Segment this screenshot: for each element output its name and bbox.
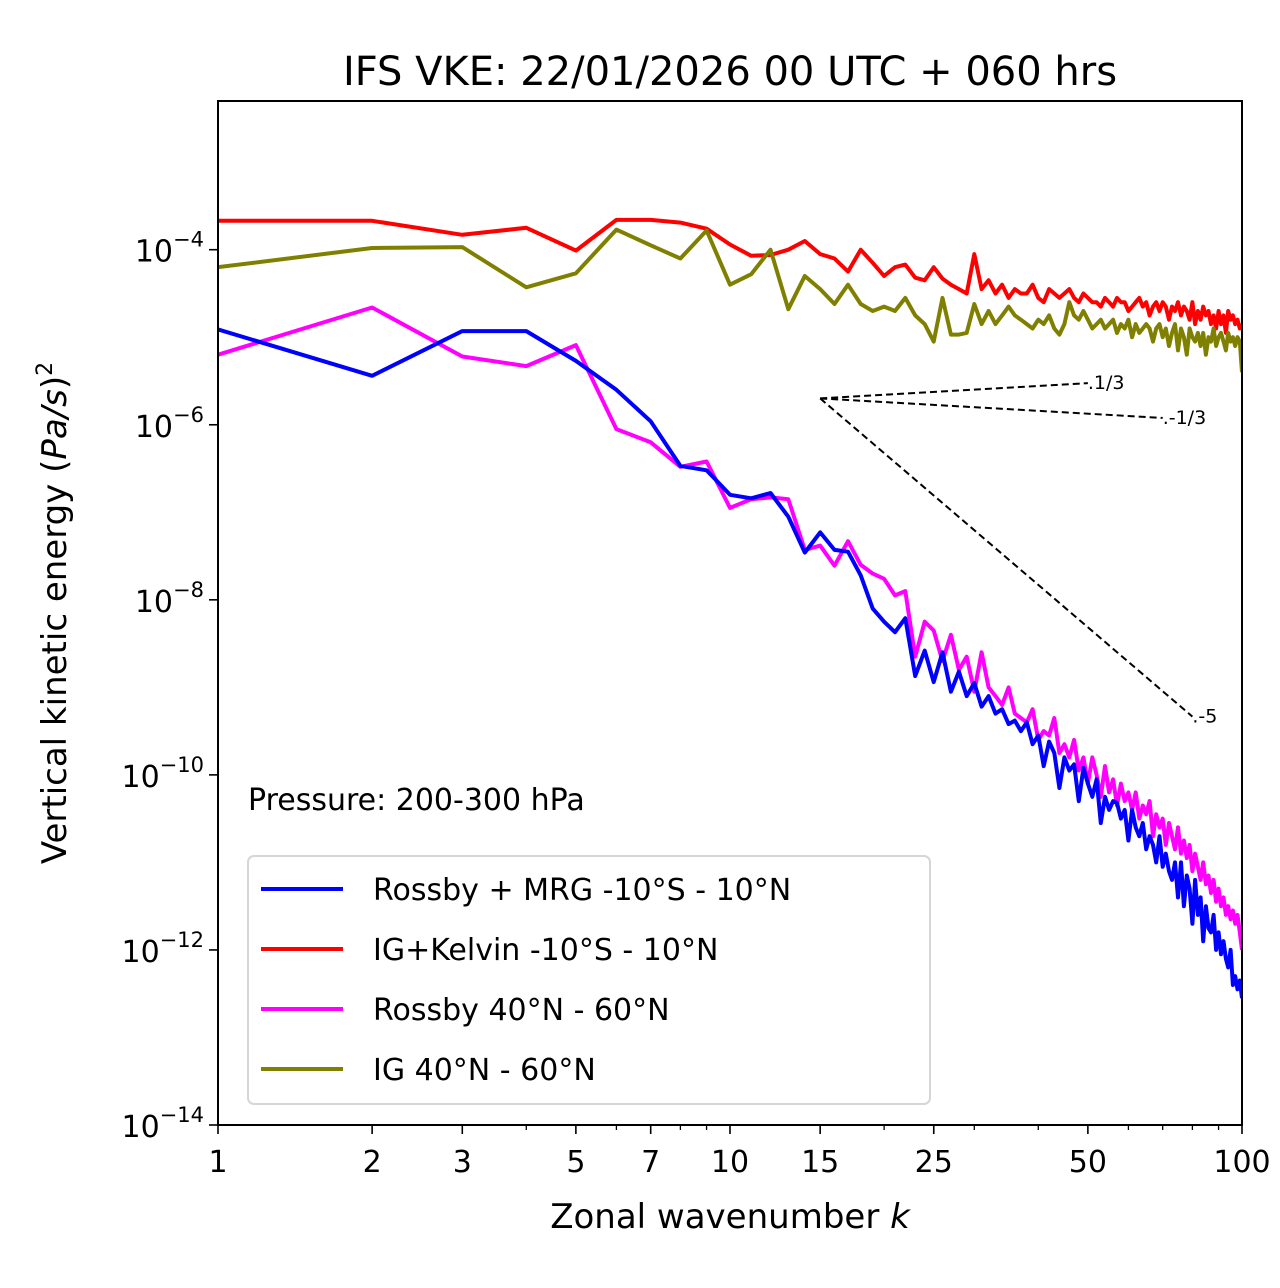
x-axis-label-text: Zonal wavenumber: [550, 1197, 890, 1237]
series-layer: [218, 217, 1242, 999]
legend-frame: [247, 855, 931, 1105]
y-axis-label: Vertical kinetic energy (Pa/s)2: [33, 362, 75, 864]
x-tick-label: 7: [641, 1145, 660, 1180]
x-tick-label: 15: [801, 1145, 839, 1180]
x-tick-label: 100: [1213, 1145, 1270, 1180]
legend-label-3: IG 40°N - 60°N: [373, 1053, 596, 1088]
x-tick-label: 2: [363, 1145, 382, 1180]
y-axis-label-text: Vertical kinetic energy (: [35, 460, 75, 865]
series-line-2: [218, 305, 1242, 951]
y-axis: 10−14 10−12 10−10 10−8 10−6 10−4: [121, 228, 218, 1145]
slope-label-0: .1/3: [1088, 372, 1125, 394]
plot-area: .1/3 .-1/3 .-5: [218, 217, 1242, 999]
legend: Rossby + MRG -10°S - 10°N IG+Kelvin -10°S…: [247, 855, 931, 1105]
x-axis: 1 2 3 5 7 10 15 25 50 100: [208, 1124, 1271, 1180]
legend-label-0: Rossby + MRG -10°S - 10°N: [373, 873, 791, 908]
x-axis-label: Zonal wavenumber k: [550, 1197, 911, 1237]
x-axis-label-var: k: [890, 1197, 911, 1237]
reference-slopes: .1/3 .-1/3 .-5: [819, 372, 1217, 728]
y-tick-label: 10−10: [121, 753, 204, 795]
y-tick-label: 10−4: [135, 228, 204, 270]
y-tick-label: 10−8: [135, 578, 204, 620]
slope-line-2: [819, 397, 1194, 718]
y-tick-label: 10−6: [135, 403, 204, 445]
slope-line-0: [820, 382, 1088, 400]
chart-title: IFS VKE: 22/01/2026 00 UTC + 060 hrs: [343, 49, 1117, 95]
series-line-1: [218, 217, 1242, 335]
x-tick-label: 50: [1069, 1145, 1107, 1180]
legend-label-1: IG+Kelvin -10°S - 10°N: [373, 933, 718, 968]
series-line-3: [218, 227, 1242, 373]
y-tick-label: 10−12: [121, 928, 204, 970]
slope-label-1: .-1/3: [1163, 407, 1206, 429]
pressure-annotation: Pressure: 200-300 hPa: [248, 783, 585, 818]
slope-line-1: [820, 397, 1163, 419]
x-tick-label: 5: [566, 1145, 585, 1180]
x-tick-label: 3: [453, 1145, 472, 1180]
y-axis-label-sup: 2: [33, 362, 58, 376]
x-tick-label: 10: [711, 1145, 749, 1180]
legend-label-2: Rossby 40°N - 60°N: [373, 993, 670, 1028]
x-tick-label: 1: [208, 1145, 227, 1180]
series-line-0: [218, 327, 1242, 999]
y-axis-label-var: Pa/s: [35, 389, 75, 460]
y-tick-label: 10−14: [121, 1103, 204, 1145]
y-axis-label-close: ): [35, 376, 75, 389]
slope-label-2: .-5: [1192, 706, 1217, 728]
x-tick-label: 25: [915, 1145, 953, 1180]
